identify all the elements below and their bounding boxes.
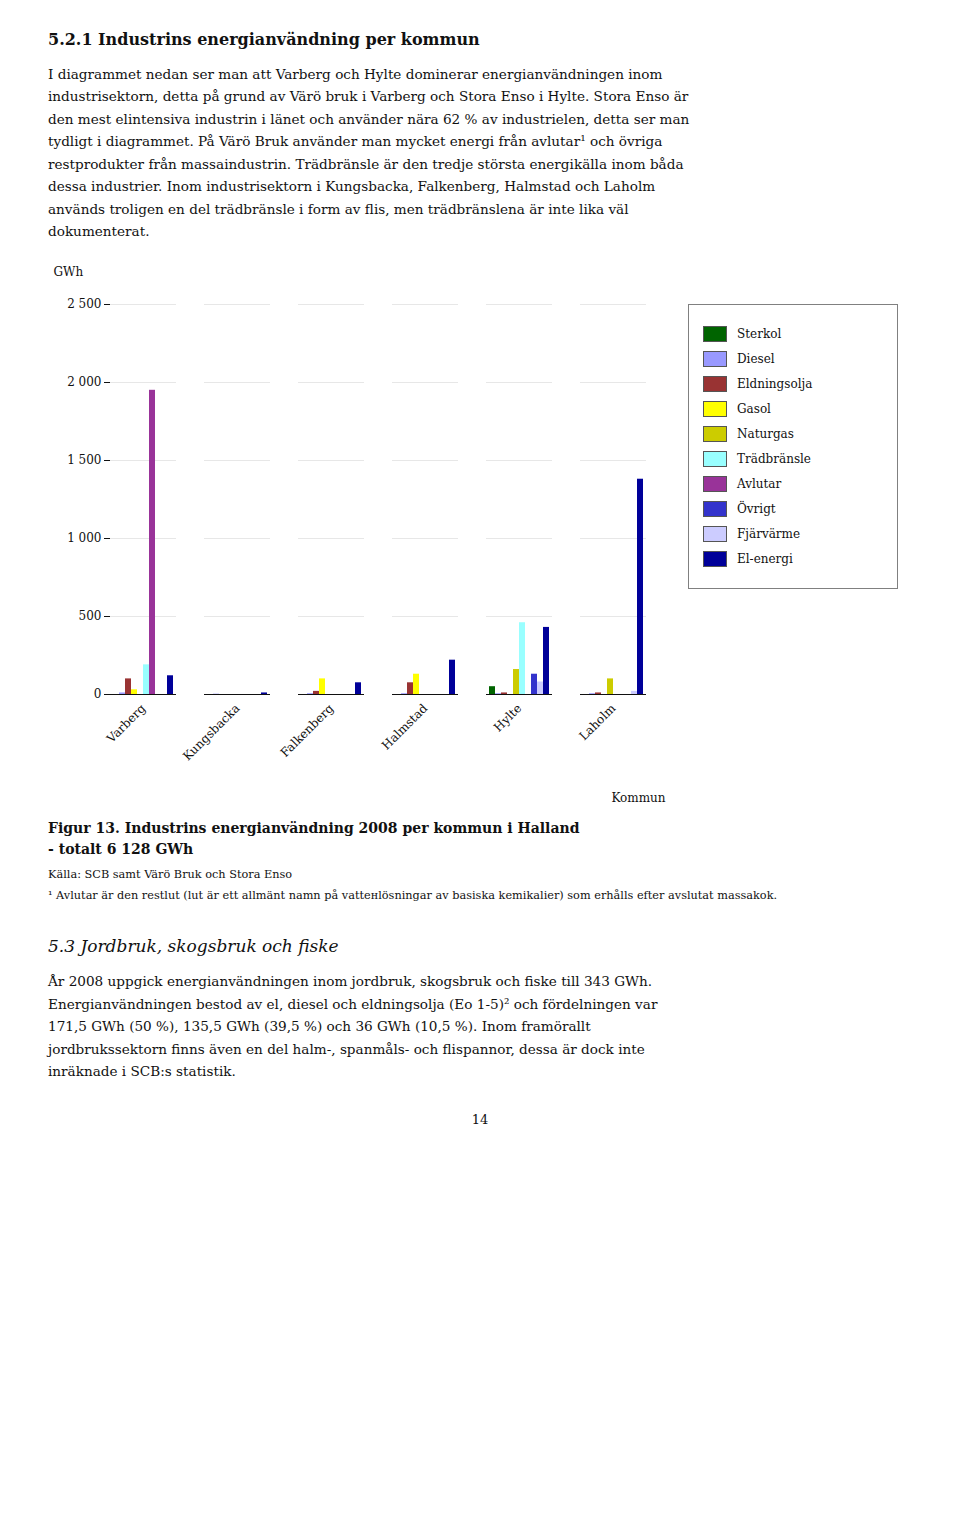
html-text:Avlutar: Avlutar <box>737 477 782 492</box>
svg-text:Kommun: Kommun <box>611 791 665 805</box>
html-text:Sterkol: Sterkol <box>737 327 782 342</box>
svg-text:2 500: 2 500 <box>67 298 101 312</box>
svg-text:Laholm: Laholm <box>576 701 618 743</box>
html-text:I diagrammet nedan ser man att: I diagrammet nedan ser man att Varberg o… <box>48 66 663 82</box>
html-text:År 2008 uppgick energianvändni: År 2008 uppgick energianvändningen inom … <box>48 973 653 990</box>
svg-text:500: 500 <box>79 610 102 624</box>
svg-text:1 000: 1 000 <box>67 532 101 546</box>
html-text:tydligt i diagrammet. På Värö: tydligt i diagrammet. På Värö Bruk använ… <box>48 133 663 150</box>
html-text:14: 14 <box>471 1112 489 1128</box>
svg-text:Halmstad: Halmstad <box>379 701 431 753</box>
svg-text:Kungsbacka: Kungsbacka <box>180 702 242 764</box>
html-text:171,5 GWh (50 %), 135,5 GWh (3: 171,5 GWh (50 %), 135,5 GWh (39,5 %) och… <box>48 1018 591 1035</box>
html-text:den mest elintensiva industrin: den mest elintensiva industrin i länet o… <box>48 110 690 127</box>
html-text:används troligen en del trädbr: används troligen en del trädbränsle i fo… <box>48 200 629 217</box>
html-text:industrisektorn, detta på grun: industrisektorn, detta på grund av Värö … <box>48 88 689 105</box>
html-text:Gasol: Gasol <box>737 402 771 417</box>
html-text:Naturgas: Naturgas <box>737 427 794 442</box>
svg-text:0: 0 <box>94 688 102 702</box>
html-text:5.2.1 Industrins energianvändn: 5.2.1 Industrins energianvändning per ko… <box>48 30 480 49</box>
html-text:Diesel: Diesel <box>737 352 775 367</box>
html-text:Energianvändningen bestod av e: Energianvändningen bestod av el, diesel … <box>48 995 658 1012</box>
svg-text:1 500: 1 500 <box>67 454 101 468</box>
svg-text:Hylte: Hylte <box>491 702 524 735</box>
html-text:jordbrukssektorn finns även en: jordbrukssektorn finns även en del halm-… <box>48 1040 645 1057</box>
html-text:El-energi: El-energi <box>737 552 793 567</box>
svg-text:Falkenberg: Falkenberg <box>278 701 337 760</box>
html-text:inräknade i SCB:s statistik.: inräknade i SCB:s statistik. <box>48 1063 236 1080</box>
html-text:Eldningsolja: Eldningsolja <box>737 377 813 392</box>
html-text:Fjärvärme: Fjärvärme <box>737 527 801 542</box>
html-text:Källa: SCB samt Värö Bruk och: Källa: SCB samt Värö Bruk och Stora Enso <box>48 868 293 882</box>
html-text:5.3 Jordbruk, skogsbruk och fi: 5.3 Jordbruk, skogsbruk och fiske <box>48 936 339 957</box>
html-text:Övrigt: Övrigt <box>737 502 776 517</box>
svg-text:Varberg: Varberg <box>103 701 148 746</box>
html-text:Figur 13. Industrins energianv: Figur 13. Industrins energianvändning 20… <box>48 820 580 858</box>
html-text:Trädbränsle: Trädbränsle <box>737 452 811 467</box>
html-text:dokumenterat.: dokumenterat. <box>48 223 150 239</box>
svg-text:GWh: GWh <box>54 265 84 279</box>
html-text:¹ Avlutar är den restlut (lut: ¹ Avlutar är den restlut (lut är ett all… <box>48 889 778 903</box>
svg-text:2 000: 2 000 <box>67 376 101 390</box>
html-text:dessa industrier. Inom industr: dessa industrier. Inom industrisektorn i… <box>48 178 656 195</box>
html-text:restprodukter från massaindust: restprodukter från massaindustrin. Trädb… <box>48 155 684 172</box>
